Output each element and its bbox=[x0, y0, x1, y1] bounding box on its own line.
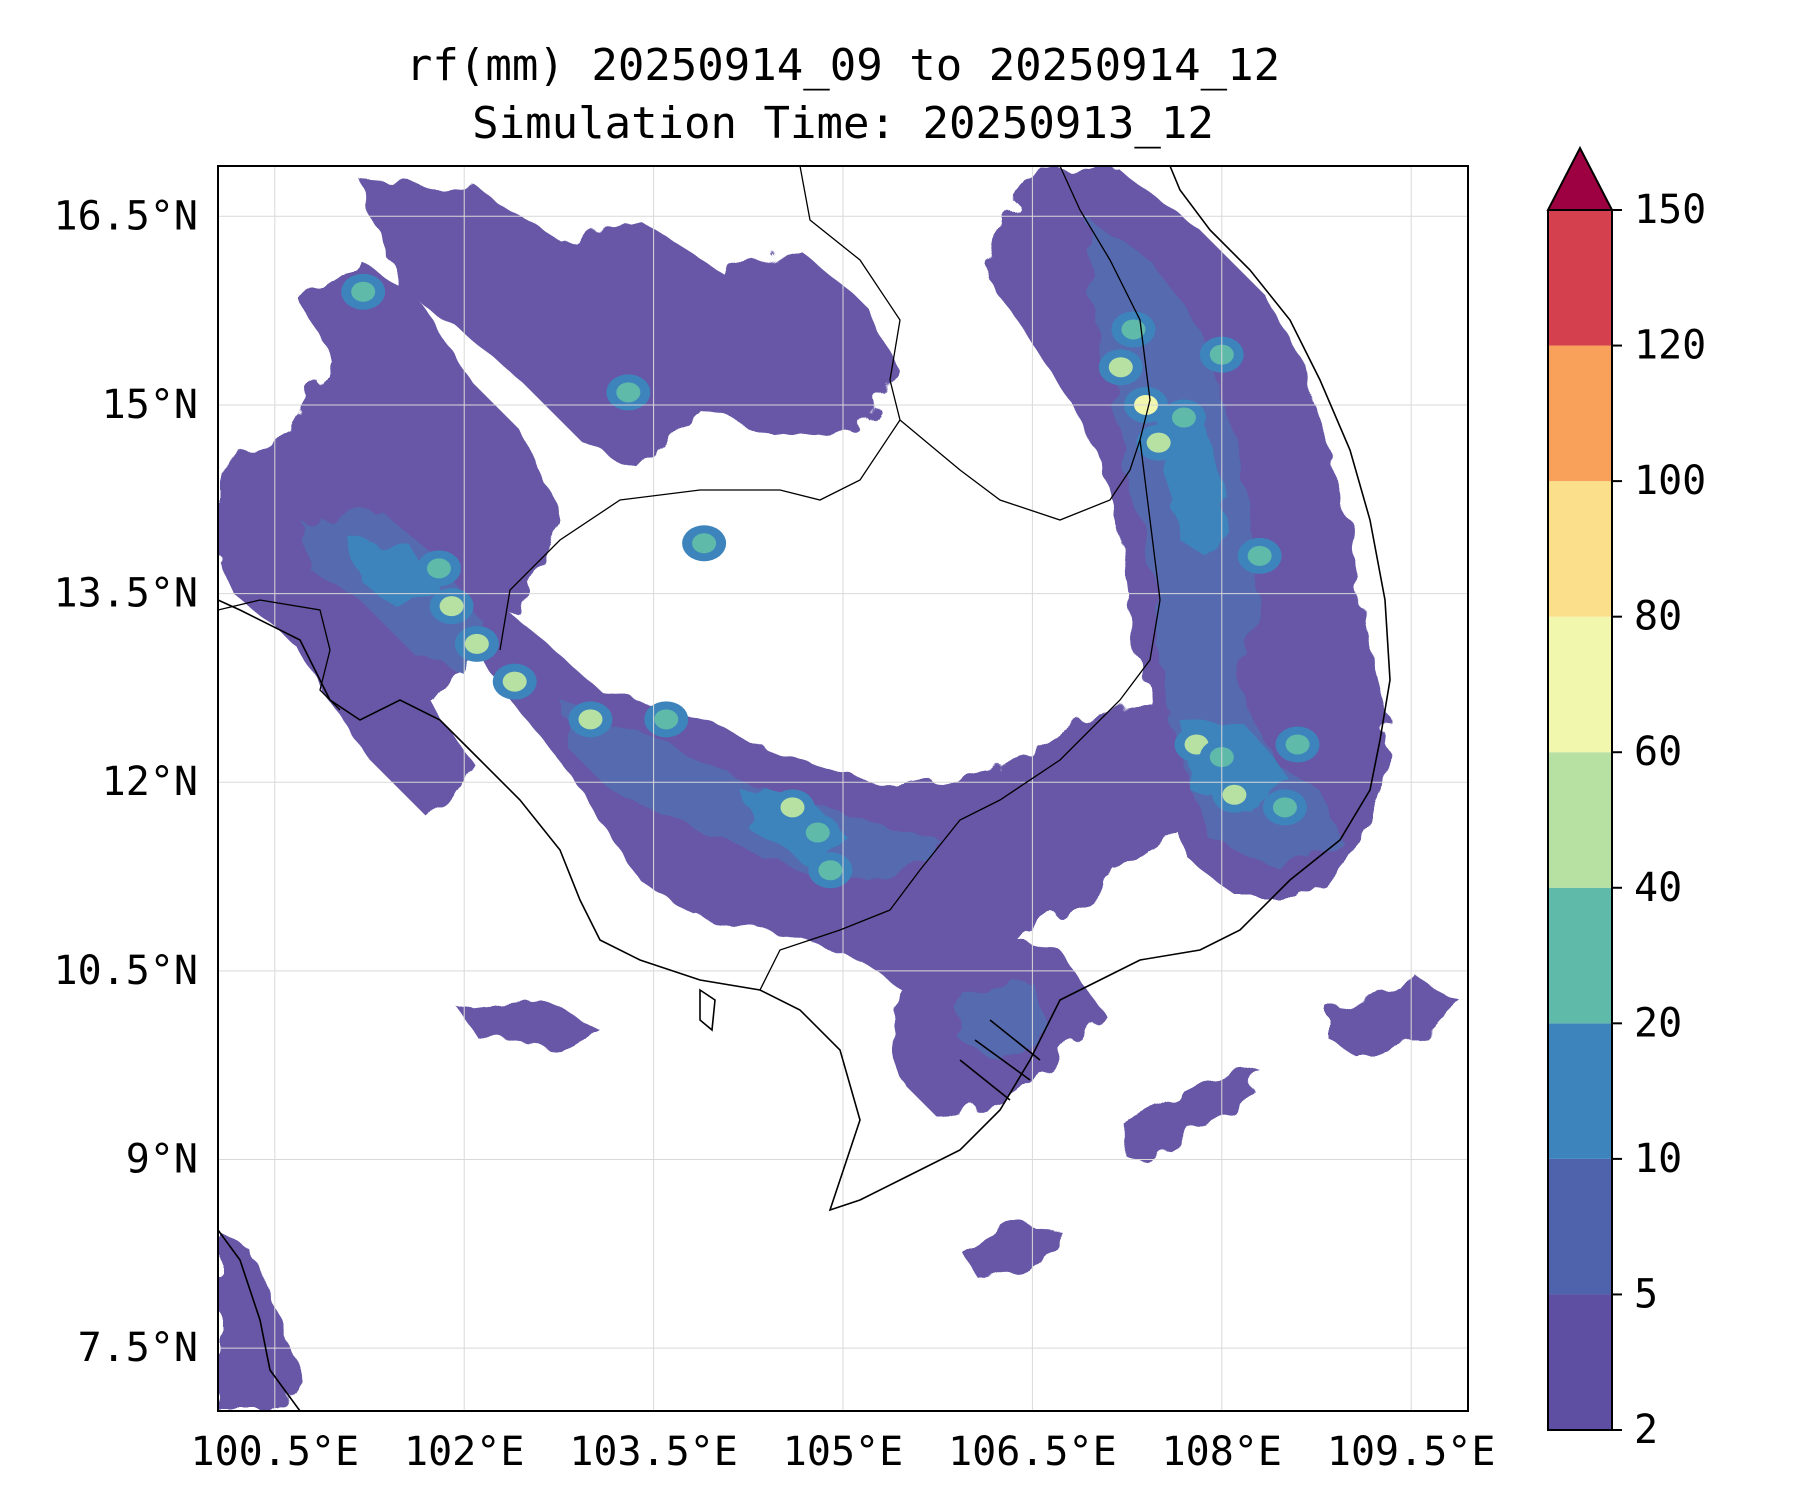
colorbar-segment bbox=[1548, 752, 1612, 888]
rain-cell bbox=[780, 797, 805, 818]
colorbar-tick-label: 20 bbox=[1634, 1000, 1682, 1046]
colorbar-segment bbox=[1548, 345, 1612, 482]
colorbar-segment bbox=[1548, 1294, 1612, 1430]
x-axis: 100.5°E 102°E 103.5°E 105°E 106.5°E 108°E 109.… bbox=[191, 1429, 1496, 1475]
rain-cells bbox=[341, 273, 1320, 889]
rain-cell bbox=[439, 596, 464, 617]
colorbar-tick-label: 150 bbox=[1634, 187, 1706, 233]
x-tick-label: 105°E bbox=[783, 1429, 903, 1475]
figure-subtitle: Simulation Time: 20250913_12 bbox=[472, 98, 1214, 149]
x-tick-label: 109.5°E bbox=[1327, 1429, 1496, 1475]
colorbar-extend-arrow bbox=[1546, 145, 1614, 211]
y-tick-label: 7.5°N bbox=[78, 1325, 198, 1371]
rain-cell bbox=[654, 709, 679, 730]
colorbar-tick-label: 2 bbox=[1634, 1407, 1658, 1453]
colorbar-frame bbox=[1547, 210, 1613, 1431]
rain-region-sw-corner bbox=[218, 1230, 300, 1411]
rain-cell bbox=[1171, 407, 1196, 428]
colorbar-tick-label: 5 bbox=[1634, 1271, 1658, 1317]
colorbar-tick-label: 80 bbox=[1634, 594, 1682, 640]
rain-region-sea-1 bbox=[1120, 1070, 1260, 1160]
gridlines bbox=[218, 166, 1468, 1411]
map-plot-area bbox=[217, 165, 1469, 1412]
border-cambodia-vietnam bbox=[759, 439, 1161, 991]
rain-region-sea-2 bbox=[1330, 980, 1460, 1060]
x-tick-label: 108°E bbox=[1162, 1429, 1282, 1475]
country-borders bbox=[218, 166, 1161, 991]
rain-cell bbox=[502, 671, 527, 692]
x-tick-label: 102°E bbox=[404, 1429, 524, 1475]
colorbar-tick-label: 120 bbox=[1634, 323, 1706, 369]
rain-cell bbox=[616, 382, 641, 403]
rain-cell bbox=[1108, 357, 1133, 378]
colorbar-segment bbox=[1548, 1158, 1612, 1295]
coastlines bbox=[218, 166, 1391, 1411]
rain-cell bbox=[1272, 797, 1297, 818]
rain-cell bbox=[464, 633, 489, 654]
y-tick-label: 16.5°N bbox=[54, 193, 199, 239]
colorbar-segment bbox=[1548, 210, 1612, 346]
border-thailand-cambodia-west bbox=[218, 599, 341, 711]
y-tick-label: 9°N bbox=[126, 1136, 198, 1182]
rain-core-mekong bbox=[960, 980, 1050, 1060]
border-cambodia-laos-vietnam bbox=[899, 166, 1151, 521]
rain-cell bbox=[578, 709, 603, 730]
colorbar-segment bbox=[1548, 1023, 1612, 1159]
coastline-malay-peninsula bbox=[218, 1229, 301, 1411]
y-tick-label: 13.5°N bbox=[54, 571, 199, 617]
rain-cell bbox=[1121, 319, 1146, 340]
colorbar-tick-label: 100 bbox=[1634, 458, 1706, 504]
colorbar-tick-label: 60 bbox=[1634, 729, 1682, 775]
y-tick-label: 15°N bbox=[102, 382, 198, 428]
rain-cell bbox=[426, 558, 451, 579]
figure-title: rf(mm) 20250914_09 to 20250914_12 bbox=[405, 40, 1281, 91]
rain-region-north bbox=[360, 180, 900, 470]
x-tick-label: 100.5°E bbox=[191, 1429, 360, 1475]
rain-heavy-west bbox=[350, 540, 440, 610]
rain-cell bbox=[1146, 432, 1171, 453]
y-axis: 7.5°N 9°N 10.5°N 12°N 13.5°N 15°N 16.5°N bbox=[54, 193, 199, 1371]
coastline-mekong-delta bbox=[959, 1019, 1041, 1101]
rain-region-sea-3 bbox=[460, 1000, 600, 1050]
colorbar-segment bbox=[1548, 616, 1612, 753]
colorbar-segment bbox=[1548, 481, 1612, 617]
rain-cell bbox=[805, 822, 830, 843]
rain-heavy-east-1 bbox=[1160, 420, 1230, 560]
rain-cell bbox=[351, 281, 376, 302]
x-tick-label: 106.5°E bbox=[948, 1429, 1117, 1475]
island-phu-quoc bbox=[699, 988, 716, 1032]
rain-cell bbox=[692, 533, 717, 554]
coastline-gulf-thailand bbox=[218, 166, 1391, 1212]
rain-cell bbox=[818, 860, 843, 881]
x-tick-label: 103.5°E bbox=[569, 1429, 738, 1475]
y-tick-label: 12°N bbox=[102, 759, 198, 805]
colorbar-tick-label: 40 bbox=[1634, 865, 1682, 911]
rain-cell bbox=[1222, 784, 1247, 805]
colorbar-tick-label: 10 bbox=[1634, 1136, 1682, 1182]
colorbar: 2 5 10 20 40 60 80 100 120 150 bbox=[1546, 145, 1706, 1453]
map-frame bbox=[217, 165, 1469, 1412]
rain-region-sea-4 bbox=[960, 1220, 1060, 1280]
y-tick-label: 10.5°N bbox=[54, 948, 199, 994]
rain-cell bbox=[1285, 734, 1310, 755]
rain-cell bbox=[1247, 545, 1272, 566]
border-thailand-laos bbox=[499, 166, 901, 651]
colorbar-segment bbox=[1548, 887, 1612, 1024]
